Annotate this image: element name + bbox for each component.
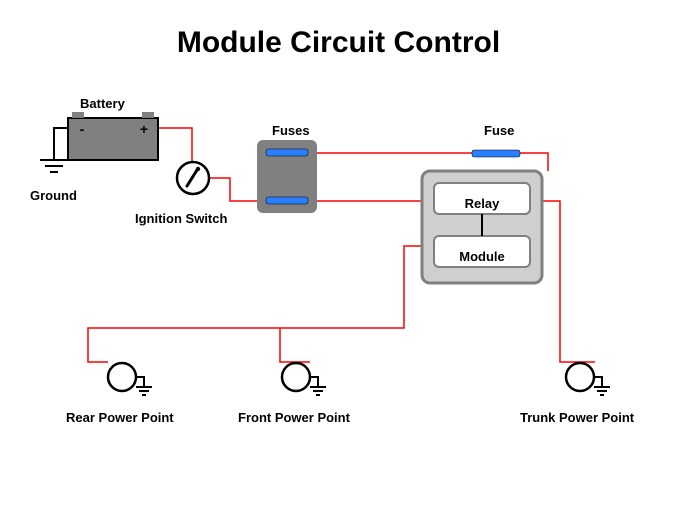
svg-text:+: +	[140, 121, 148, 137]
diagram-svg: -+	[0, 0, 677, 510]
label-relay: Relay	[438, 196, 526, 211]
label-fuses: Fuses	[272, 123, 310, 138]
label-module: Module	[438, 249, 526, 264]
label-fuse: Fuse	[484, 123, 514, 138]
label-ground: Ground	[30, 188, 77, 203]
label-trunk: Trunk Power Point	[520, 410, 634, 425]
label-front: Front Power Point	[238, 410, 350, 425]
svg-text:-: -	[80, 121, 85, 137]
label-rear: Rear Power Point	[66, 410, 174, 425]
diagram-stage: { "title": "Module Circuit Control", "ti…	[0, 0, 677, 510]
label-ignition: Ignition Switch	[135, 211, 227, 226]
diagram-title: Module Circuit Control	[0, 26, 677, 60]
label-battery: Battery	[80, 96, 125, 111]
